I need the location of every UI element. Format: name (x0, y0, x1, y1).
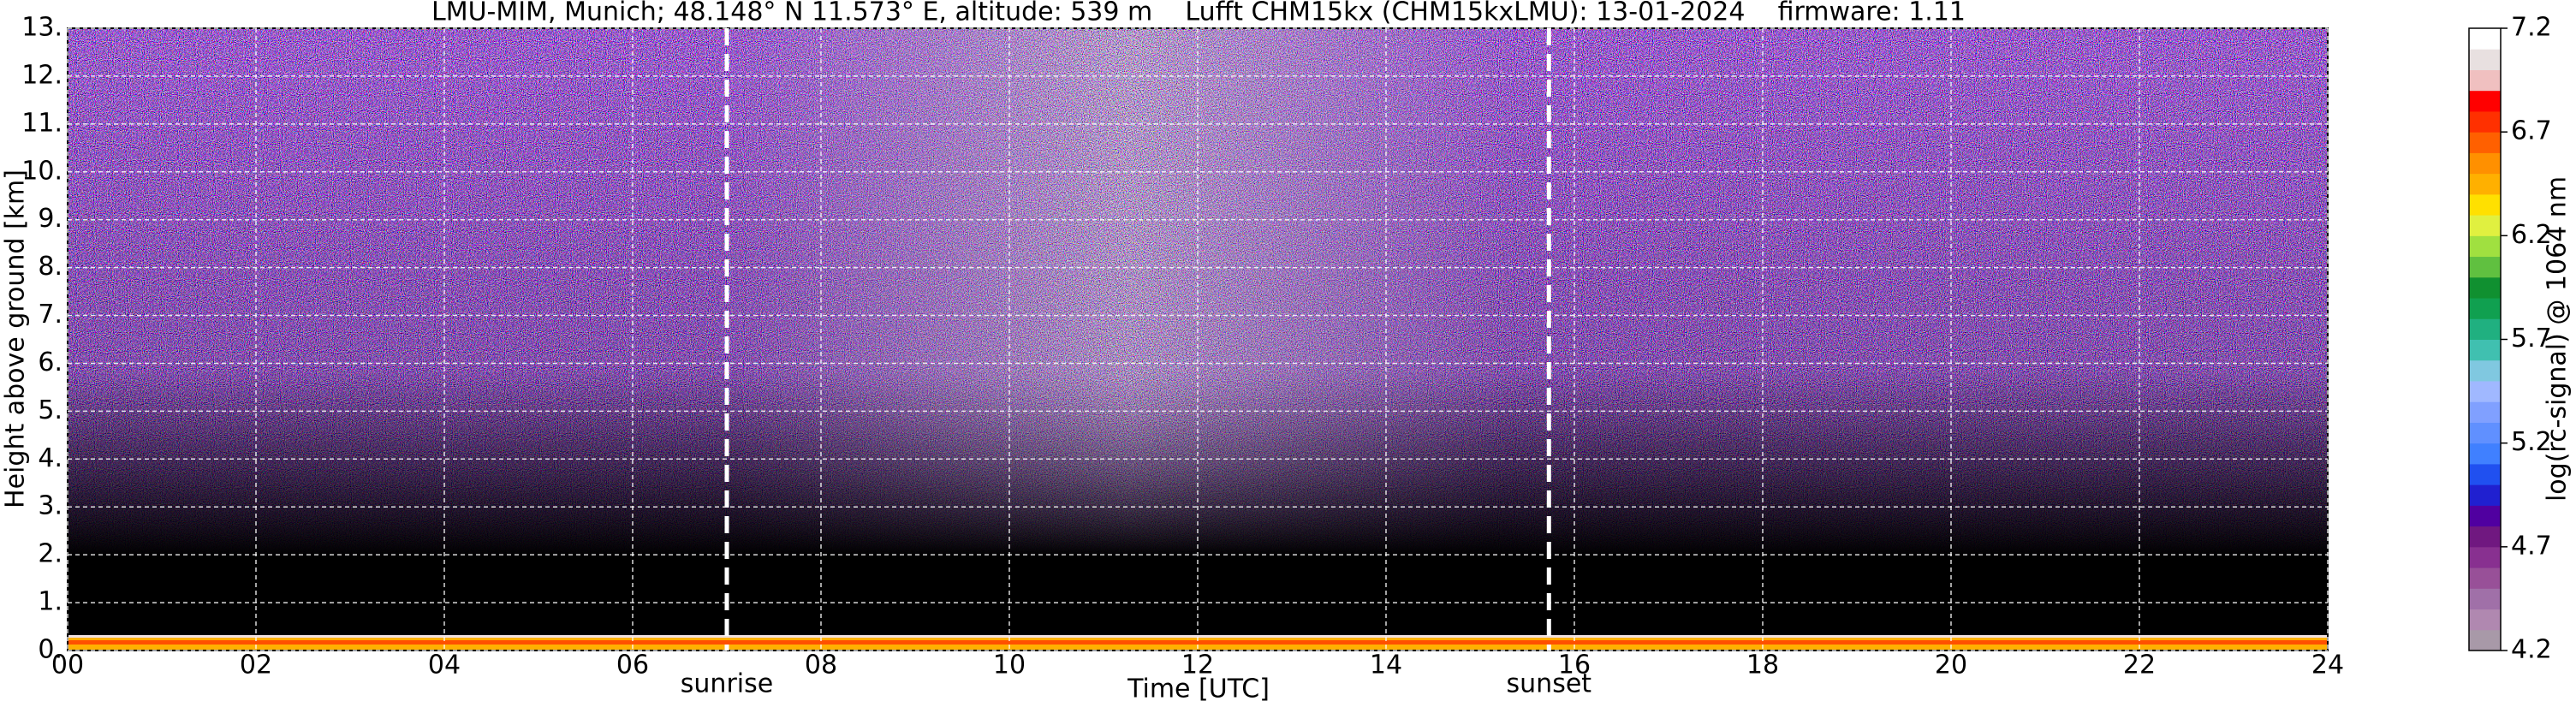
x-tick-label: 00 (51, 651, 84, 680)
colorbar-bin (2469, 505, 2501, 527)
y-tick-label: 12. (21, 60, 62, 90)
colorbar-bin (2469, 422, 2501, 444)
ground-layer-core (68, 640, 2328, 645)
colorbar-bin (2469, 49, 2501, 70)
colorbar-bin (2469, 318, 2501, 340)
event-label: sunrise (681, 669, 773, 699)
colorbar-bin (2469, 359, 2501, 382)
colorbar-bin (2469, 484, 2501, 506)
colorbar-bin (2469, 380, 2501, 402)
y-tick-label: 0. (38, 635, 62, 665)
colorbar-bin (2469, 526, 2501, 548)
colorbar-bin (2469, 90, 2501, 112)
ground-layer-top (68, 635, 2328, 638)
y-tick-label: 5. (38, 395, 62, 425)
y-tick-label: 1. (38, 587, 62, 617)
colorbar-bin (2469, 28, 2501, 50)
x-tick-label: 24 (2311, 651, 2344, 680)
x-tick-label: 16 (1558, 651, 1591, 680)
colorbar-tick-label: 5.2 (2511, 427, 2552, 457)
y-tick-label: 7. (38, 300, 62, 330)
colorbar-tick-label: 7.2 (2511, 13, 2552, 43)
colorbar-tick-label: 4.7 (2511, 531, 2552, 561)
y-tick-label: 13. (21, 13, 62, 43)
colorbar-bin (2469, 629, 2501, 651)
x-tick-label: 08 (805, 651, 837, 680)
colorbar-bin (2469, 588, 2501, 610)
colorbar-bin (2469, 339, 2501, 361)
x-tick-label: 04 (428, 651, 461, 680)
y-axis-label: Height above ground [km] (1, 169, 31, 508)
colorbar-bin (2469, 567, 2501, 589)
x-tick-label: 12 (1181, 651, 1214, 680)
colorbar-bin (2469, 110, 2501, 133)
y-tick-label: 11. (21, 108, 62, 138)
x-tick-label: 14 (1370, 651, 1402, 680)
colorbar-bin (2469, 193, 2501, 216)
colorbar-bin (2469, 463, 2501, 485)
colorbar-tick-label: 6.2 (2511, 220, 2552, 250)
x-axis-label: Time [UTC] (1127, 674, 1270, 704)
x-tick-label: 06 (616, 651, 649, 680)
y-tick-label: 3. (38, 491, 62, 521)
colorbar-tick-label: 6.7 (2511, 116, 2552, 146)
x-tick-label: 02 (240, 651, 272, 680)
colorbar-bin (2469, 298, 2501, 319)
colorbar-label: log(rc-signal) @ 1064 nm (2543, 176, 2573, 502)
colorbar-bin (2469, 609, 2501, 631)
y-tick-label: 9. (38, 204, 62, 234)
colorbar-tick-label: 4.2 (2511, 635, 2552, 665)
colorbar-bin (2469, 256, 2501, 278)
colorbar-bin (2469, 152, 2501, 175)
colorbar-bin (2469, 546, 2501, 568)
colorbar-tick-label: 5.7 (2511, 324, 2552, 354)
colorbar-bin (2469, 173, 2501, 195)
colorbar-bin (2469, 132, 2501, 153)
y-tick-label: 6. (38, 348, 62, 377)
x-tick-label: 20 (1935, 651, 1967, 680)
colorbar-bin (2469, 215, 2501, 236)
x-tick-label: 18 (1746, 651, 1779, 680)
chart-title: LMU-MIM, Munich; 48.148° N 11.573° E, al… (431, 0, 1966, 27)
colorbar-bin (2469, 69, 2501, 92)
y-tick-label: 8. (38, 252, 62, 282)
y-tick-label: 10. (21, 156, 62, 186)
y-tick-label: 2. (38, 539, 62, 569)
colorbar-bin (2469, 443, 2501, 465)
colorbar-bin (2469, 276, 2501, 299)
colorbar-bin (2469, 401, 2501, 423)
colorbar-bin (2469, 235, 2501, 258)
y-tick-label: 4. (38, 443, 62, 473)
x-tick-label: 10 (993, 651, 1026, 680)
event-label: sunset (1507, 669, 1592, 699)
x-tick-label: 22 (2123, 651, 2156, 680)
